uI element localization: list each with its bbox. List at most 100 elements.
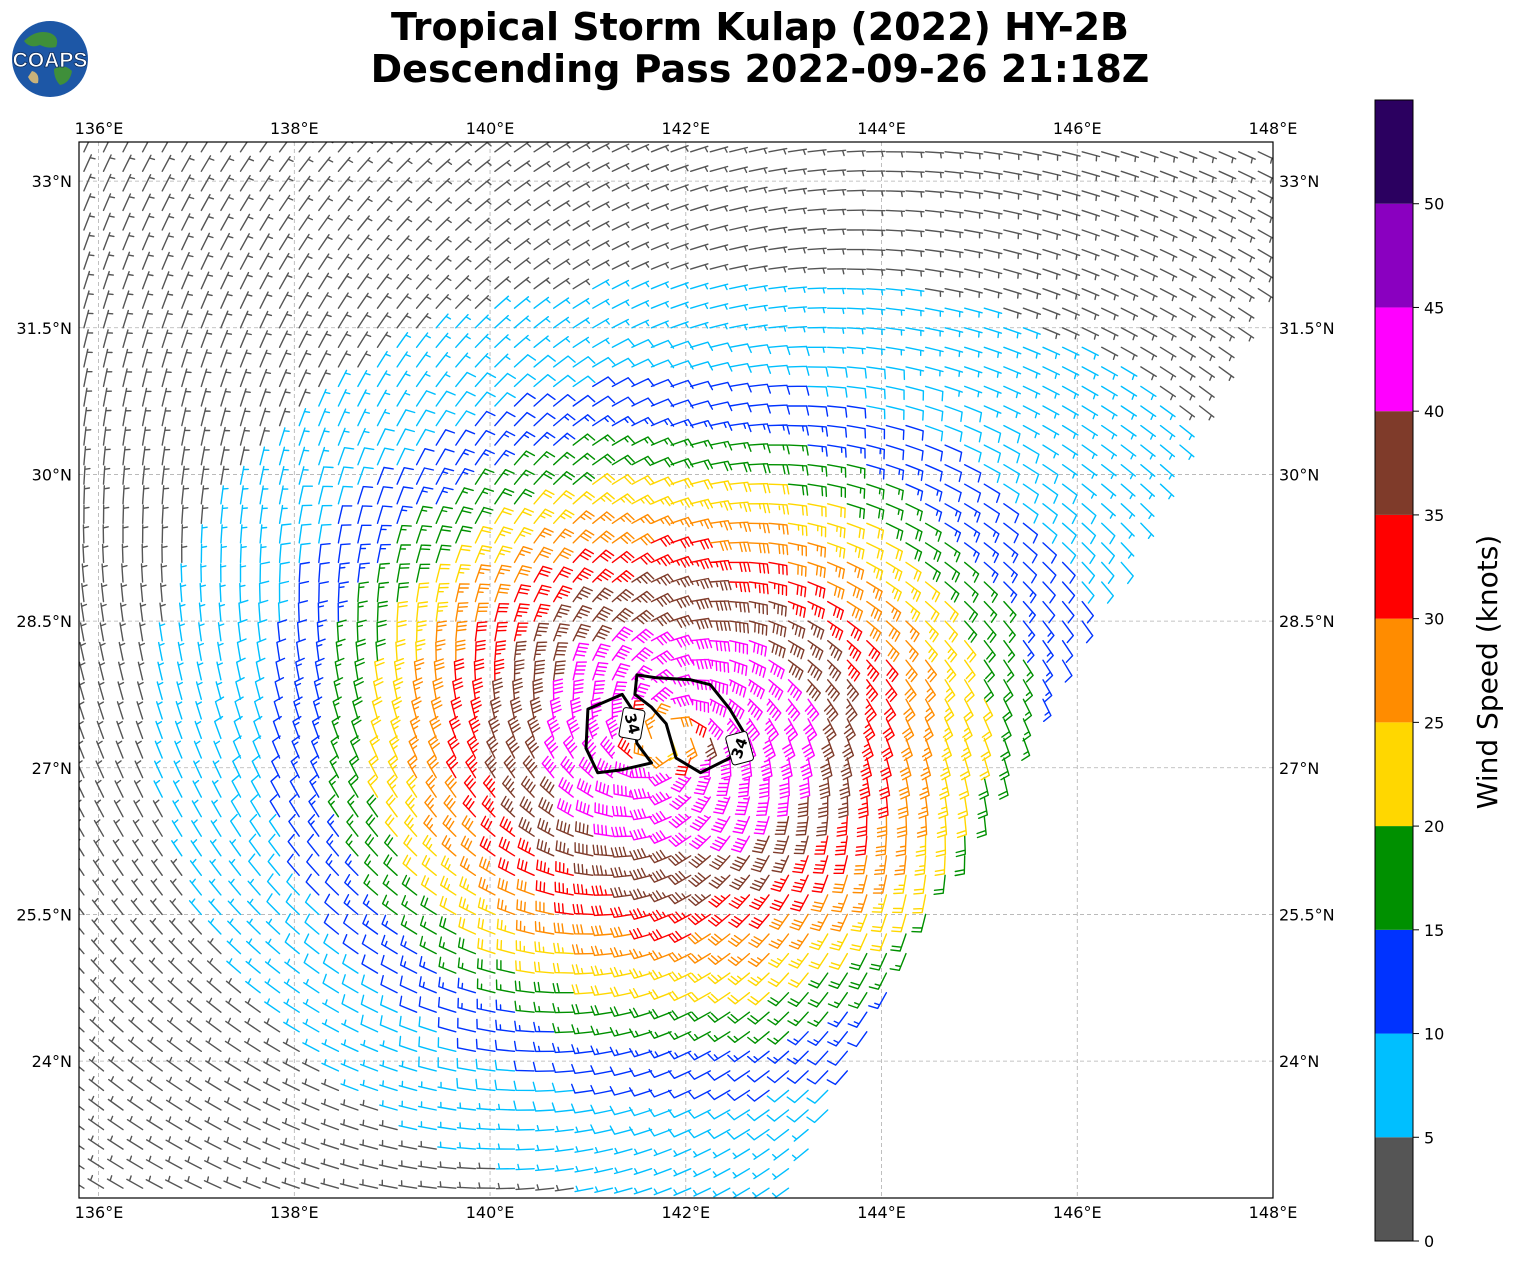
wind-barb: [200, 290, 213, 309]
wind-barb: [133, 799, 144, 818]
wind-barb: [846, 542, 865, 560]
wind-barb: [1238, 327, 1255, 342]
wind-barb: [513, 565, 532, 583]
wind-barb: [708, 913, 731, 927]
wind-barb: [321, 1039, 340, 1052]
wind-barb: [243, 1077, 261, 1092]
wind-barb: [220, 446, 230, 466]
wind-barb: [535, 880, 555, 896]
wind-barb: [494, 353, 511, 368]
wind-barb: [168, 957, 183, 974]
wind-barb: [885, 659, 899, 683]
wind-barb: [807, 168, 827, 176]
wind-barb: [648, 1068, 672, 1078]
wind-barb: [629, 908, 653, 920]
wind-barb: [422, 834, 437, 857]
wind-barb: [220, 407, 231, 427]
wind-barb: [239, 213, 254, 231]
wind-barb: [380, 975, 398, 994]
wind-barb: [357, 195, 373, 212]
wind-barb: [650, 183, 669, 192]
y-tick-label-left: 30°N: [32, 465, 72, 484]
wind-barb: [435, 620, 447, 642]
wind-barb: [220, 291, 233, 309]
wind-barb: [1042, 659, 1054, 683]
wind-barb: [259, 446, 270, 466]
wind-barb: [690, 617, 713, 630]
wind-barb: [611, 493, 635, 505]
wind-barb: [396, 177, 413, 192]
wind-barb: [297, 600, 309, 622]
wind-barb: [298, 408, 311, 427]
wind-barb: [189, 858, 202, 876]
wind-barb: [611, 550, 635, 564]
wind-barb: [1042, 268, 1061, 280]
wind-barb: [747, 952, 770, 968]
wind-barb: [787, 345, 810, 357]
wind-barb: [882, 718, 895, 742]
wind-barb: [298, 272, 313, 290]
wind-barb: [396, 389, 411, 407]
wind-barb: [1042, 327, 1061, 340]
wind-barb: [1179, 405, 1196, 421]
wind-barb: [827, 287, 847, 295]
wind-barb: [1022, 366, 1041, 379]
wind-barb: [92, 878, 105, 896]
wind-barb: [866, 424, 886, 440]
wind-barb: [200, 349, 212, 368]
wind-barb: [782, 737, 796, 761]
wind-barb: [590, 965, 614, 977]
wind-barb: [964, 542, 980, 563]
wind-barb: [762, 737, 776, 761]
wind-barb: [79, 946, 85, 955]
wind-barb: [266, 893, 281, 916]
wind-barb: [314, 657, 325, 681]
wind-barb: [1159, 151, 1179, 163]
wind-barb: [278, 542, 291, 564]
wind-barb: [670, 477, 694, 489]
wind-barb: [131, 878, 144, 896]
wind-barb: [556, 819, 574, 837]
wind-barb: [245, 978, 261, 994]
wind-barb: [829, 933, 848, 951]
wind-barb: [787, 1011, 809, 1027]
wind-barb: [494, 1059, 516, 1072]
wind-barb: [281, 1118, 300, 1131]
wind-barb: [191, 799, 202, 818]
wind-barb: [1081, 600, 1094, 624]
wind-barb: [415, 390, 436, 407]
wind-barb: [537, 818, 555, 837]
wind-barb: [810, 894, 829, 912]
wind-barb: [1179, 307, 1197, 322]
wind-barb: [495, 999, 516, 1013]
wind-barb: [1198, 327, 1216, 342]
wind-barb: [905, 424, 924, 441]
wind-barb: [295, 657, 305, 681]
wind-barb: [630, 788, 653, 800]
wind-barb: [378, 1179, 398, 1189]
wind-barb: [689, 815, 711, 831]
wind-barb: [455, 159, 472, 172]
wind-barb: [797, 796, 809, 818]
wind-barb: [1022, 170, 1042, 181]
wind-barb: [787, 326, 808, 333]
wind-barb: [1061, 620, 1074, 644]
wind-barb: [670, 340, 694, 350]
wind-barb: [310, 754, 320, 779]
wind-barb: [650, 281, 669, 290]
wind-barb: [748, 913, 770, 929]
wind-barb: [298, 485, 313, 505]
wind-barb: [318, 253, 333, 270]
wind-barb: [396, 524, 412, 544]
wind-barb: [223, 1176, 242, 1189]
wind-barb: [1257, 229, 1273, 243]
wind-barb: [318, 214, 333, 231]
wind-barb: [1257, 151, 1273, 164]
wind-barb: [455, 313, 471, 329]
wind-barb: [166, 1037, 183, 1052]
wind-barb: [709, 303, 729, 310]
wind-barb: [650, 612, 675, 627]
wind-barb: [759, 776, 770, 799]
wind-barb: [337, 427, 350, 446]
wind-barb: [337, 292, 352, 309]
